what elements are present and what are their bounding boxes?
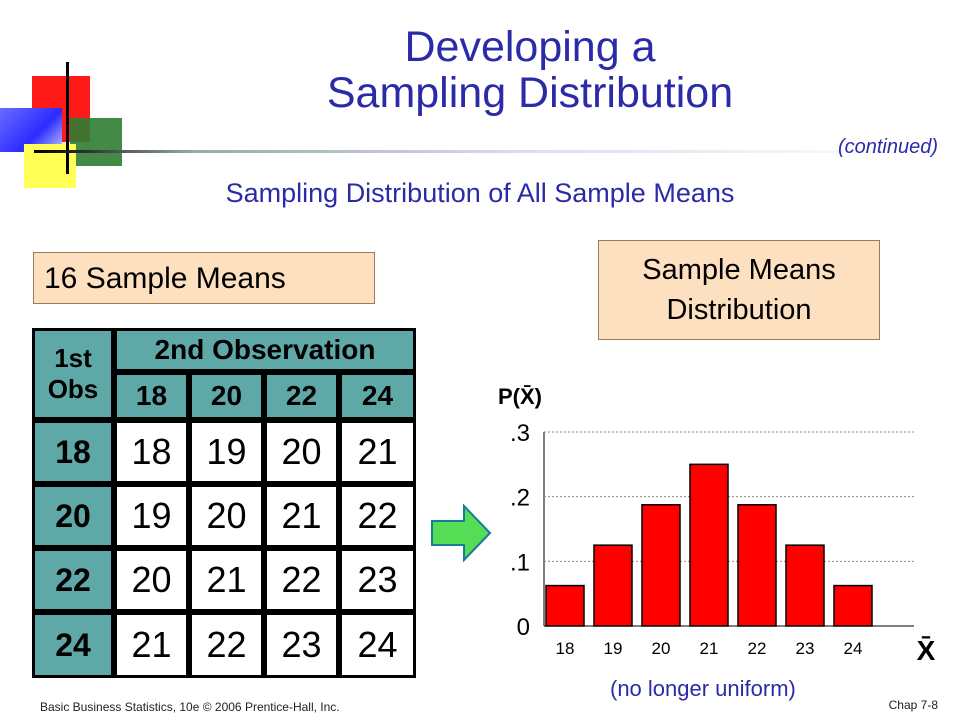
- footer-citation: Basic Business Statistics, 10e © 2006 Pr…: [40, 700, 340, 714]
- corner-obs-label: Obs: [47, 374, 99, 404]
- right-arrow-icon: [431, 504, 492, 563]
- x-tick-label: 19: [604, 639, 623, 658]
- bar: [593, 544, 633, 627]
- y-tick-label: 0: [517, 614, 530, 641]
- table-cell: 21: [189, 548, 264, 612]
- x-tick-label: 21: [700, 639, 719, 658]
- x-axis-label: X̄: [917, 635, 936, 666]
- sample-means-table: 1st Obs 2nd Observation 18 20 22 24 18 18 19 20 21 2…: [32, 328, 416, 678]
- distribution-label-line-2: Distribution: [666, 294, 812, 326]
- table-column-header: 22: [264, 372, 339, 420]
- y-tick-label: .2: [510, 485, 530, 512]
- y-tick-label: .1: [510, 549, 530, 576]
- table-row-header: 24: [32, 612, 114, 678]
- table-column-header: 20: [189, 372, 264, 420]
- distribution-label-box: Sample Means Distribution: [598, 240, 880, 340]
- x-tick-label: 18: [556, 639, 575, 658]
- table-row-header: 18: [32, 420, 114, 484]
- table-header-second-observation: 2nd Observation: [114, 328, 416, 372]
- continued-label: (continued): [837, 136, 938, 158]
- title-underline: [34, 150, 934, 153]
- bar: [689, 463, 729, 627]
- title-line-1: Developing a: [404, 23, 656, 71]
- bar: [833, 584, 873, 627]
- table-cell: 21: [114, 612, 189, 678]
- y-axis-label: P(X̄): [498, 384, 542, 409]
- table-cell: 23: [264, 612, 339, 678]
- logo-vertical-line: [66, 62, 69, 174]
- table-cell: 19: [114, 484, 189, 548]
- sampling-distribution-chart: .3 .2 .1 0 18 19 20 21 22 23 24 P(X̄) X̄: [498, 384, 936, 666]
- corner-first-label: 1st: [54, 343, 92, 373]
- table-column-header: 24: [339, 372, 416, 420]
- table-cell: 21: [339, 420, 416, 484]
- table-column-header: 18: [114, 372, 189, 420]
- table-cell: 24: [339, 612, 416, 678]
- y-tick-label: .3: [510, 420, 530, 447]
- logo-green-square: [70, 118, 122, 166]
- x-tick-label: 23: [796, 639, 815, 658]
- table-cell: 20: [189, 484, 264, 548]
- table-cell: 20: [264, 420, 339, 484]
- table-row-header: 22: [32, 548, 114, 612]
- table-cell: 22: [339, 484, 416, 548]
- bar: [641, 504, 681, 627]
- slide-subtitle: Sampling Distribution of All Sample Mean…: [225, 178, 735, 208]
- table-corner-cell: 1st Obs: [32, 328, 114, 420]
- no-longer-uniform-note: (no longer uniform): [610, 676, 796, 701]
- bar: [545, 584, 585, 627]
- x-tick-label: 24: [844, 639, 863, 658]
- table-cell: 20: [114, 548, 189, 612]
- table-cell: 22: [189, 612, 264, 678]
- bar: [785, 544, 825, 627]
- table-cell: 21: [264, 484, 339, 548]
- table-cell: 18: [114, 420, 189, 484]
- distribution-label-line-1: Sample Means: [642, 254, 836, 286]
- sample-means-label-box: 16 Sample Means: [33, 252, 375, 304]
- table-cell: 23: [339, 548, 416, 612]
- table-row-header: 20: [32, 484, 114, 548]
- footer-chapter: Chap 7-8: [888, 698, 938, 712]
- table-cell: 22: [264, 548, 339, 612]
- x-tick-label: 20: [652, 639, 671, 658]
- slide-title: Developing a Sampling Distribution: [250, 24, 810, 116]
- table-cell: 19: [189, 420, 264, 484]
- x-tick-label: 22: [748, 639, 767, 658]
- title-line-2: Sampling Distribution: [326, 69, 734, 117]
- bar: [737, 504, 777, 627]
